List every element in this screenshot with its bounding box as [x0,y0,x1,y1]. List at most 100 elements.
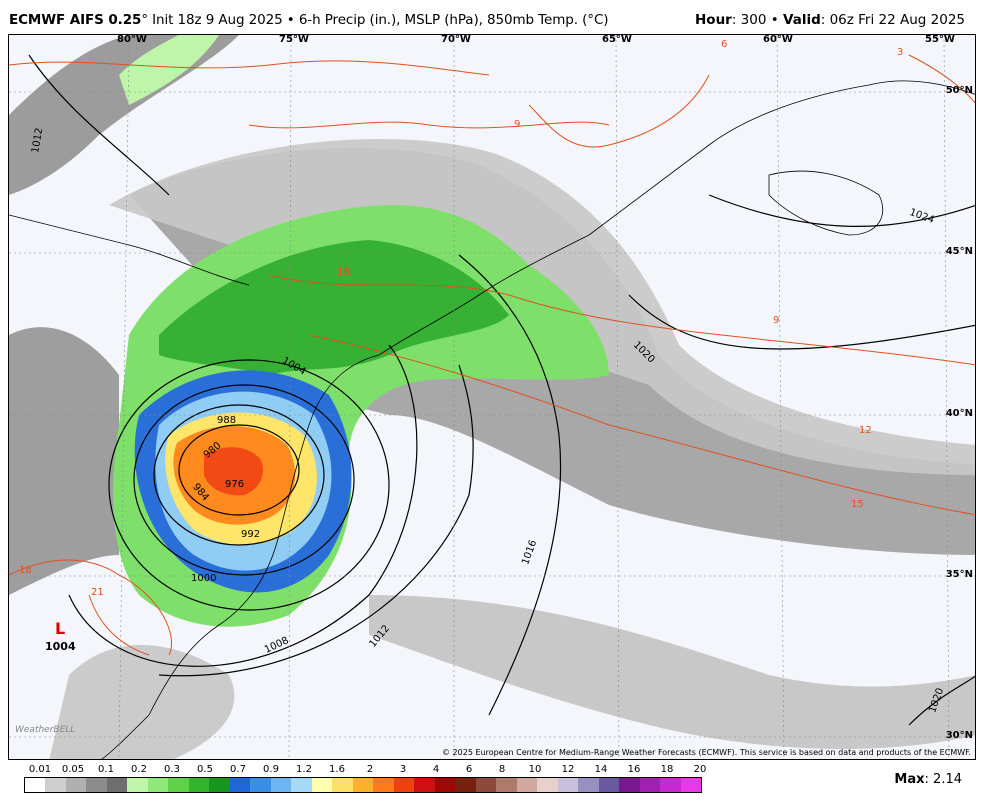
temp-label: 12 [859,425,872,436]
legend-swatch [516,778,538,792]
lat-label: 50°N [945,85,973,96]
lat-label: 40°N [945,408,973,419]
temp-contours [9,54,975,656]
legend-swatch [475,778,497,792]
legend-label: 12 [561,764,575,775]
lon-label: 75°W [279,34,309,45]
legend-label: 20 [693,764,707,775]
lon-label: 65°W [602,34,632,45]
temp-label: 18 [19,565,32,576]
precip-red [204,447,264,496]
legend-label: 0.01 [28,764,52,775]
legend-swatch [270,778,292,792]
legend-swatch [311,778,333,792]
temp-label: 15 [337,267,350,278]
lat-label: 35°N [945,569,973,580]
isobars [28,54,975,726]
max-value: Max: 2.14 [894,772,962,787]
legend-label: 0.9 [263,764,279,775]
legend-swatch [680,778,701,792]
legend-swatch [168,778,189,792]
legend-label: 3 [399,764,407,775]
temp-label: 21 [91,587,104,598]
temp-label: 9 [773,315,780,326]
legend-swatch [127,778,148,792]
temp-label: 9 [514,119,521,130]
legend-swatch [250,778,271,792]
precip-gray-west [9,327,119,595]
legend-label: 1.6 [329,764,345,775]
legend-swatch [578,778,599,792]
legend-swatch [25,778,46,792]
legend-swatch [660,778,681,792]
valid-time: Hour: 300 • Valid: 06z Fri 22 Aug 2025 [695,12,965,28]
legend-label: 0.5 [197,764,213,775]
lon-label: 55°W [925,34,955,45]
isobar-label: 988 [217,415,237,426]
legend-swatch [496,778,517,792]
temp-label: 3 [897,47,904,58]
legend-swatch [352,778,374,792]
legend-label: 6 [465,764,473,775]
legend-label: 0.3 [164,764,180,775]
precip-green-dark [159,240,509,375]
max-number: : 2.14 [924,772,962,787]
lon-label: 60°W [763,34,793,45]
legend-label: 0.1 [98,764,114,775]
precip-gray-nw [9,35,239,195]
degree-symbol: ° [141,12,148,28]
temp-label: 6 [721,39,728,50]
hour-label: Hour [695,12,732,28]
legend-swatch [639,778,661,792]
hour-value: : 300 • [731,12,783,28]
legend-swatch [455,778,476,792]
legend-swatch [619,778,640,792]
valid-label: Valid [783,12,821,28]
legend-swatch [291,778,312,792]
legend-swatch [45,778,66,792]
precip-gray-sw [49,645,235,759]
legend-swatch [598,778,620,792]
isobar-label: 1000 [191,573,217,584]
graticule [9,35,975,759]
legend-swatch [188,778,210,792]
legend-swatch [86,778,107,792]
legend-swatch [332,778,353,792]
weatherbell-logo: WeatherBELL [15,725,76,735]
low-pressure-value: 1004 [45,640,76,653]
legend-label: 1.2 [296,764,312,775]
precip-gray-south [369,595,975,749]
legend-label: 0.7 [230,764,246,775]
isobar-label: 976 [225,479,245,490]
legend-swatch [434,778,456,792]
copyright-notice: © 2025 European Centre for Medium-Range … [442,748,971,757]
legend-swatch [229,778,251,792]
lon-label: 70°W [441,34,471,45]
precip-green-mid [119,35,219,105]
legend-label: 8 [498,764,506,775]
legend-label: 18 [660,764,674,775]
lon-label: 80°W [117,34,147,45]
coastlines [9,80,975,759]
legend-label: 4 [432,764,440,775]
legend-swatch [65,778,87,792]
max-label: Max [894,772,925,787]
model-name: ECMWF AIFS 0.25 [9,12,142,28]
legend-label: 0.2 [131,764,147,775]
map-canvas [9,35,975,759]
low-pressure-marker: L [55,619,66,638]
lat-label: 45°N [945,246,973,257]
chart-title: ECMWF AIFS 0.25° Init 18z 9 Aug 2025 • 6… [9,12,609,28]
legend-label: 2 [366,764,374,775]
legend-swatch [209,778,230,792]
lat-label: 30°N [945,730,973,741]
legend-swatch [147,778,169,792]
legend-label: 14 [594,764,608,775]
init-info: Init 18z 9 Aug 2025 • 6-h Precip (in.), … [147,12,609,28]
weather-map: 80°W 75°W 70°W 65°W 60°W 55°W 50°N 45°N … [8,34,976,760]
legend-swatch [537,778,558,792]
legend-label: 0.05 [61,764,85,775]
precip-legend [24,777,702,793]
valid-value: : 06z Fri 22 Aug 2025 [820,12,965,28]
legend-swatch [393,778,415,792]
